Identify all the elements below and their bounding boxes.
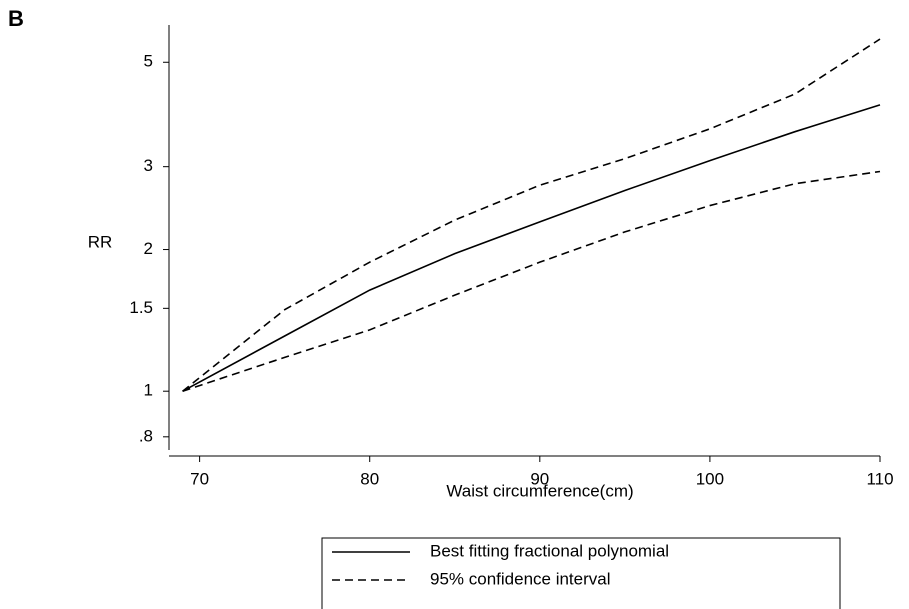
curve-lower xyxy=(182,170,881,392)
legend-label: 95% confidence interval xyxy=(430,569,611,588)
x-tick-label: 90 xyxy=(530,469,549,488)
x-tick-label: 70 xyxy=(190,469,209,488)
legend-box xyxy=(321,537,841,609)
y-tick-label: 3 xyxy=(144,156,153,175)
x-axis-label: Waist circumference(cm) xyxy=(446,481,633,500)
curve xyxy=(182,38,881,392)
x-tick-label: 100 xyxy=(696,469,724,488)
x-tick-label: 80 xyxy=(360,469,379,488)
y-tick-label: .8 xyxy=(139,426,153,445)
panel-label: B xyxy=(8,6,24,31)
y-tick-label: 2 xyxy=(144,239,153,258)
y-tick-label: 1.5 xyxy=(129,298,153,317)
y-tick-label: 5 xyxy=(144,52,153,71)
y-axis-label: RR xyxy=(88,232,113,251)
y-tick-label: 1 xyxy=(144,381,153,400)
x-tick-label: 110 xyxy=(866,469,893,488)
legend-label: Best fitting fractional polynomial xyxy=(430,541,669,560)
curve xyxy=(182,104,881,392)
